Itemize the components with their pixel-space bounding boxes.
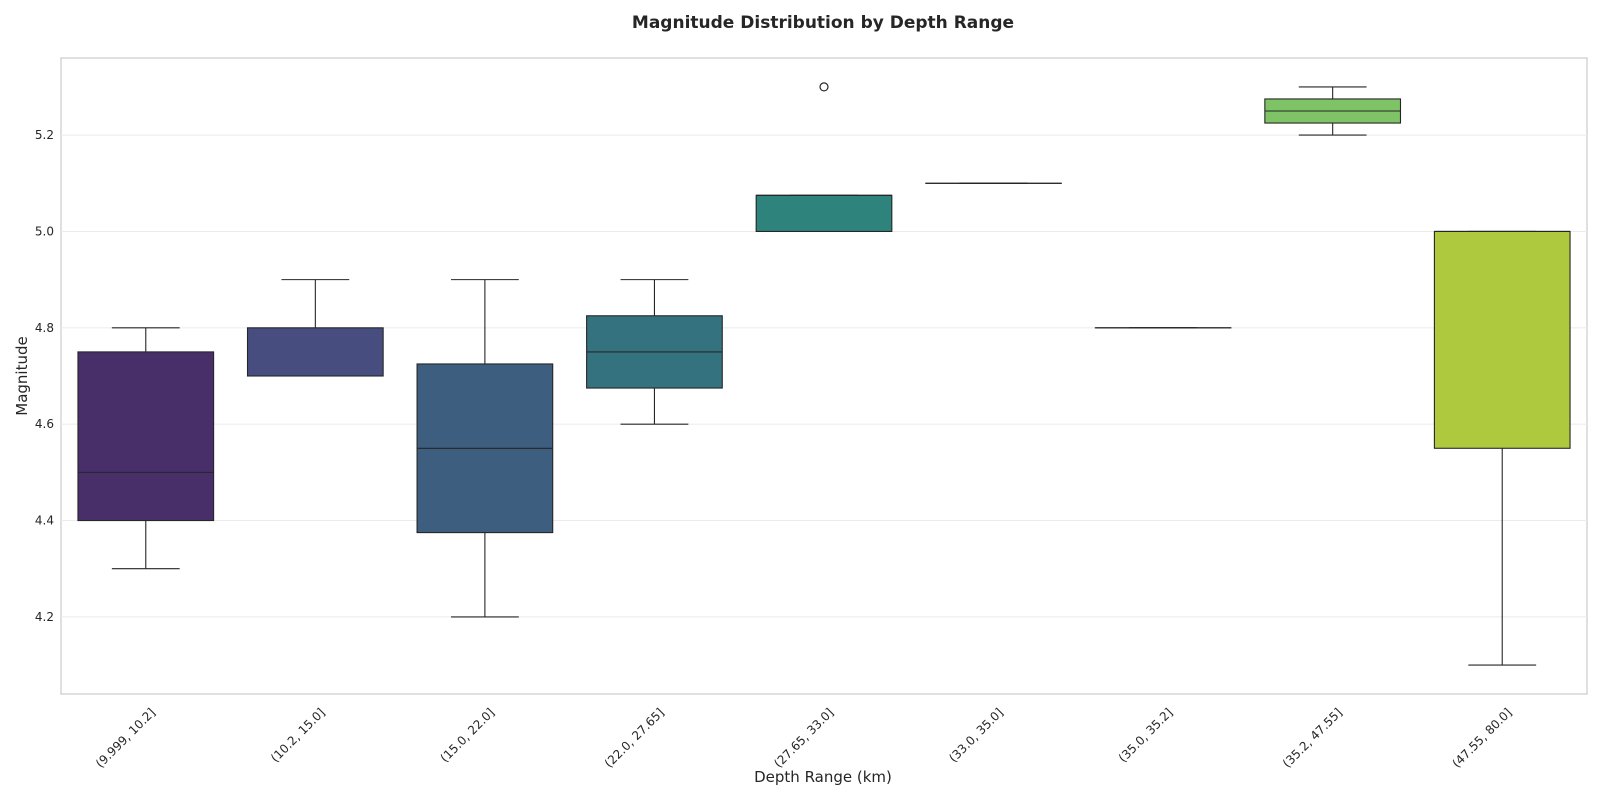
y-axis-ticks: 4.2 4.4 4.6 4.8 5.0 5.2	[35, 128, 54, 624]
box-group	[416, 279, 554, 618]
box-group	[1433, 230, 1571, 666]
x-tick-label: (22.0, 27.65]	[602, 705, 667, 770]
x-axis-label: Depth Range (km)	[754, 768, 892, 786]
outlier-point	[819, 82, 829, 92]
box-group	[77, 327, 215, 570]
x-tick-label: (35.2, 47.55]	[1280, 705, 1345, 770]
box-group	[246, 279, 384, 377]
box-group	[1264, 86, 1402, 136]
x-tick-label: (27.65, 33.0]	[771, 705, 836, 770]
box-group	[586, 279, 723, 425]
x-axis-ticks: (9.999, 10.2] (10.2, 15.0] (15.0, 22.0] (22…	[93, 705, 1515, 770]
x-tick-label: (47.55, 80.0]	[1449, 705, 1514, 770]
x-tick-label: (33.0, 35.0]	[946, 705, 1006, 765]
y-axis-label: Magnitude	[13, 336, 31, 415]
box-iqr	[755, 194, 893, 233]
box-iqr	[246, 327, 384, 377]
y-tick-label: 4.2	[35, 610, 54, 624]
boxes	[77, 82, 1571, 666]
x-tick-label: (9.999, 10.2]	[93, 705, 158, 770]
box-iqr	[1433, 230, 1571, 449]
x-tick-label: (35.0, 35.2]	[1116, 705, 1176, 765]
y-tick-label: 4.8	[35, 321, 54, 335]
x-tick-label: (10.2, 15.0]	[268, 705, 328, 765]
y-tick-label: 4.4	[35, 514, 54, 528]
y-tick-label: 5.2	[35, 128, 54, 142]
box-iqr	[77, 351, 215, 522]
y-tick-label: 5.0	[35, 224, 54, 238]
box-group	[755, 82, 893, 233]
y-tick-label: 4.6	[35, 417, 54, 431]
chart-title: Magnitude Distribution by Depth Range	[632, 13, 1014, 33]
x-tick-label: (15.0, 22.0]	[438, 705, 498, 765]
